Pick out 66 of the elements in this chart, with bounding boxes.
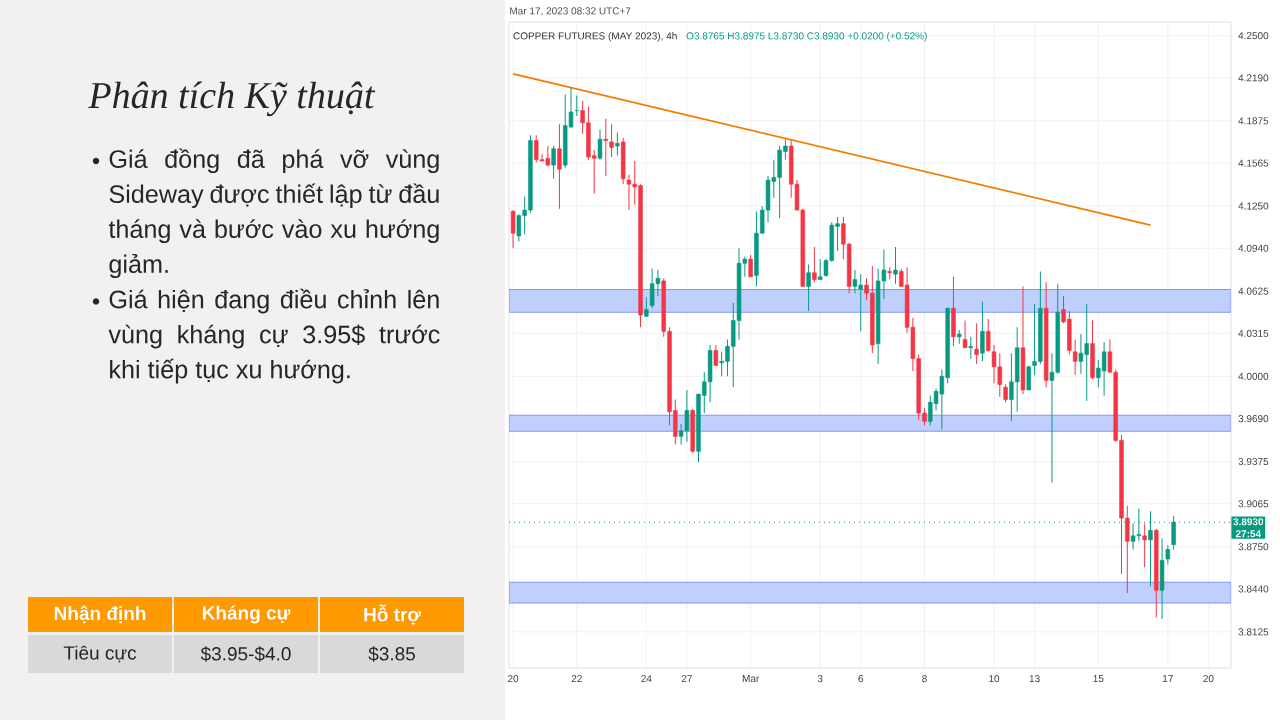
x-tick-label: 24	[641, 675, 652, 683]
text: Hỗ trợ	[364, 604, 421, 625]
x-tick-label: 15	[1093, 675, 1104, 683]
candlestick	[748, 254, 753, 278]
candlestick	[644, 296, 649, 317]
candlestick	[980, 300, 985, 362]
text: O3.8765 H3.8975 L3.8730 C3.8930 +0.0200 (+0.52%)	[686, 32, 927, 42]
text: COPPER FUTURES (MAY 2023), 4h	[513, 32, 677, 42]
x-tick-label: Mar	[742, 675, 760, 683]
y-tick-label: 4.0940	[1238, 244, 1269, 252]
candlestick	[887, 266, 892, 281]
y-tick-label: 3.8125	[1238, 628, 1269, 636]
text: $3.95-$4.0	[200, 646, 291, 662]
candlestick	[962, 319, 968, 349]
y-tick-label: 4.1250	[1238, 202, 1269, 210]
candlestick	[603, 118, 608, 177]
x-tick-label: 20	[508, 675, 519, 683]
text: $3.85	[368, 646, 415, 662]
text: Giá hiện đang điều chỉnh lên vùng kháng cự 3.95$ trước khi tiếp tục xu hướng.	[108, 288, 440, 384]
y-tick-label: 4.0625	[1238, 287, 1269, 295]
candlestick	[968, 336, 974, 360]
candlestick	[615, 131, 620, 157]
x-tick-label: 10	[989, 675, 1000, 683]
candlestick	[1072, 339, 1078, 376]
y-tick-label: 3.8750	[1238, 543, 1269, 551]
candlestick	[974, 322, 979, 365]
y-tick-label: 4.1565	[1238, 159, 1269, 167]
y-tick-label: 4.0315	[1238, 329, 1269, 337]
candlestick	[713, 344, 719, 366]
candlestick	[510, 209, 516, 249]
x-tick-label: 13	[1029, 675, 1040, 683]
candlestick	[551, 145, 556, 180]
candlestick	[597, 129, 603, 161]
x-tick-label: 6	[858, 675, 864, 683]
y-tick-label: 4.2190	[1238, 74, 1269, 82]
x-tick-label: 8	[922, 675, 927, 683]
y-tick-label: 3.8440	[1238, 585, 1269, 593]
candlestick	[1026, 364, 1031, 391]
x-tick-label: 3	[817, 675, 823, 683]
text: Tiêu cực	[63, 645, 137, 663]
candlestick	[1165, 544, 1171, 565]
y-tick-label: 4.1875	[1238, 117, 1269, 125]
ref-line-label: 3.8930	[1233, 518, 1264, 526]
y-tick-label: 3.9065	[1238, 500, 1269, 508]
candlestick	[806, 264, 811, 312]
text: 27:54	[1235, 530, 1262, 538]
y-tick-label: 3.9690	[1238, 415, 1269, 423]
text: Nhận định	[54, 605, 146, 624]
candlestick	[893, 246, 898, 285]
text: Kháng cự	[202, 605, 291, 624]
x-tick-label: 27	[681, 675, 692, 683]
y-tick-label: 4.0000	[1238, 372, 1269, 380]
y-tick-label: 3.9375	[1238, 457, 1269, 466]
y-tick-label: 4.2500	[1238, 32, 1269, 40]
candlestick	[812, 246, 817, 283]
x-tick-label: 22	[571, 675, 582, 683]
x-tick-label: 17	[1163, 675, 1173, 682]
text: Giá đồng đã phá vỡ vùng Sideway được thiết lập từ đầu tháng và bước vào xu hướng giảm.	[108, 148, 439, 279]
candlestick	[1142, 523, 1147, 568]
candlestick	[817, 258, 823, 281]
x-tick-label: 20	[1203, 675, 1214, 683]
candlestick	[609, 123, 614, 158]
text: Phân tích Kỹ thuật	[88, 81, 376, 117]
candlestick	[986, 318, 991, 353]
candlestick	[557, 123, 562, 210]
text: Mar 17, 2023 08:32 UTC+7	[510, 7, 631, 16]
